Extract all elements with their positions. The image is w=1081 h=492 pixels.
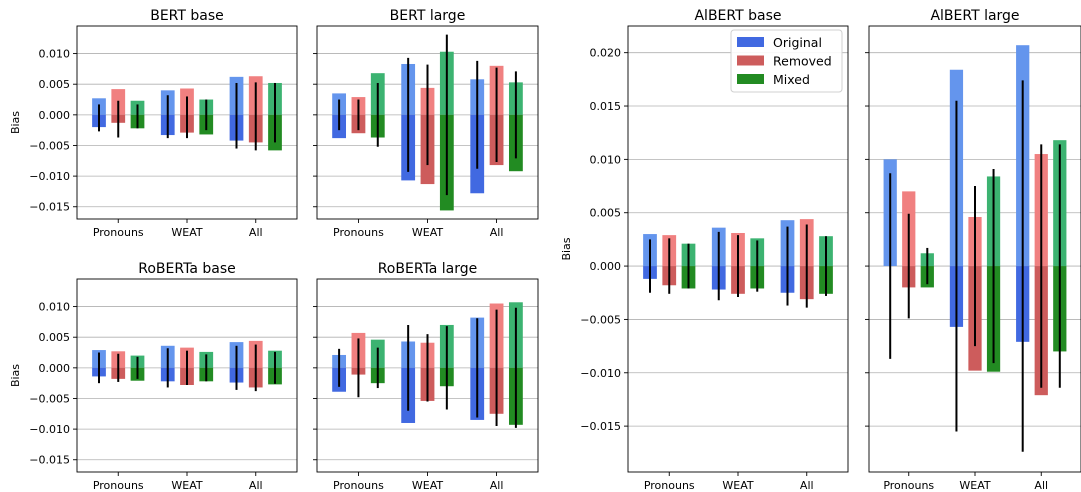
y-tick-label: 0.000 (39, 362, 71, 375)
x-tick-label: Pronouns (333, 479, 384, 492)
legend-label: Mixed (773, 72, 810, 87)
y-tick-label: −0.015 (29, 201, 70, 214)
subplot-title: AlBERT base (694, 8, 781, 24)
subplot-4: −0.015 −0.010 −0.005 0.000 0.005 0.010 0.015 0.… (560, 8, 849, 492)
y-tick-label: 0.000 (39, 109, 71, 122)
y-axis-label: Bias (9, 111, 22, 134)
subplot-title: RoBERTa large (378, 261, 478, 277)
x-tick-label: Pronouns (883, 479, 934, 492)
x-tick-label: WEAT (171, 226, 202, 239)
x-tick-label: Pronouns (333, 226, 384, 239)
x-tick-label: All (249, 226, 263, 239)
legend-swatch (737, 37, 764, 47)
x-tick-label: WEAT (722, 479, 753, 492)
x-tick-label: Pronouns (93, 479, 144, 492)
y-tick-label: 0.010 (39, 301, 71, 314)
y-tick-label: 0.005 (590, 207, 622, 220)
subplot-0: −0.015 −0.010 −0.005 0.000 0.005 0.010 Pronoun… (9, 8, 298, 239)
y-tick-label: 0.000 (590, 260, 622, 273)
x-tick-label: All (800, 479, 814, 492)
x-tick-label: WEAT (171, 479, 202, 492)
bars (92, 76, 282, 151)
x-tick-label: Pronouns (93, 226, 144, 239)
legend-swatch (737, 74, 764, 84)
x-tick-label: Pronouns (644, 479, 695, 492)
bars (92, 340, 282, 392)
subplot-title: RoBERTa base (138, 261, 235, 277)
y-tick-label: −0.015 (29, 454, 70, 467)
x-tick-label: WEAT (412, 226, 443, 239)
y-tick-label: 0.005 (39, 78, 71, 91)
y-tick-label: 0.010 (39, 48, 71, 61)
legend-swatch (737, 55, 764, 66)
x-tick-label: All (249, 479, 263, 492)
y-tick-label: 0.005 (39, 331, 71, 344)
bars (643, 219, 833, 308)
subplot-title: AlBERT large (930, 8, 1019, 24)
x-tick-label: WEAT (959, 479, 990, 492)
bars (332, 302, 523, 428)
legend-label: Removed (773, 54, 832, 69)
y-tick-label: −0.015 (580, 420, 621, 433)
x-tick-label: All (490, 479, 504, 492)
legend-label: Original (773, 35, 822, 50)
y-tick-label: −0.010 (29, 423, 70, 436)
bars (883, 45, 1067, 452)
legend: Original Removed Mixed (730, 29, 843, 93)
subplot-title: BERT base (150, 8, 224, 24)
subplot-title: BERT large (390, 8, 466, 24)
y-tick-label: 0.020 (590, 47, 622, 60)
y-tick-label: 0.015 (590, 100, 622, 113)
subplot-3: Pronouns WEAT All RoBERTa large (313, 261, 539, 492)
x-tick-label: WEAT (412, 479, 443, 492)
subplot-5: Pronouns WEAT All AlBERT large (865, 8, 1081, 492)
subplot-2: −0.015 −0.010 −0.005 0.000 0.005 0.010 Pronoun… (9, 261, 298, 492)
y-axis-label: Bias (9, 364, 22, 387)
x-tick-label: All (1034, 479, 1048, 492)
y-tick-label: 0.010 (590, 153, 622, 166)
subplot-1: Pronouns WEAT All BERT large (313, 8, 539, 239)
y-axis-label: Bias (560, 237, 573, 260)
y-tick-label: −0.005 (29, 392, 70, 405)
y-tick-label: −0.005 (580, 313, 621, 326)
y-tick-label: −0.010 (580, 367, 621, 380)
bars (332, 34, 523, 211)
y-tick-label: −0.010 (29, 170, 70, 183)
y-tick-label: −0.005 (29, 139, 70, 152)
x-tick-label: All (490, 226, 504, 239)
